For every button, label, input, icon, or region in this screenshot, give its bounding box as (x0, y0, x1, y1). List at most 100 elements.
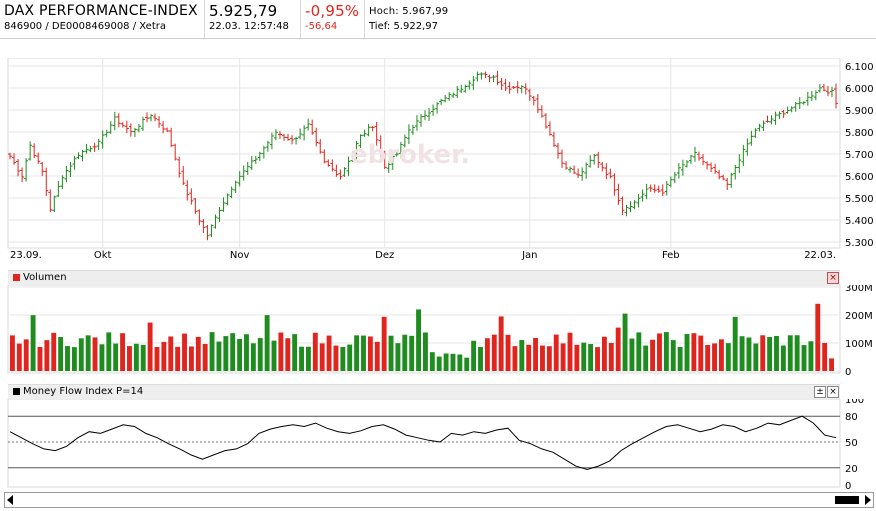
mfi-y-tick-label: 80 (845, 412, 858, 423)
volume-bar (223, 336, 229, 371)
volume-bar (691, 333, 697, 371)
price-y-tick-label: 5.700 (845, 150, 874, 161)
volume-bar (299, 346, 304, 371)
volume-bar (133, 343, 139, 371)
price-y-tick-label: 5.800 (845, 128, 874, 139)
volume-bar (581, 342, 587, 371)
mfi-settings-icon[interactable]: ± (814, 386, 826, 398)
volume-bar (457, 354, 463, 371)
volume-bar (429, 352, 435, 371)
volume-bar (650, 339, 656, 371)
volume-bar (739, 336, 745, 371)
volume-bar (657, 333, 662, 371)
price-x-tick-label: Jan (521, 250, 537, 261)
mfi-y-tick-label: 100 (845, 399, 864, 406)
volume-bar (450, 353, 456, 371)
volume-bar (257, 338, 263, 371)
volume-bar (30, 315, 36, 371)
volume-bar (402, 334, 408, 371)
volume-bar (305, 346, 311, 371)
volume-legend-swatch (13, 274, 20, 281)
price-y-tick-label: 5.600 (845, 172, 874, 183)
volume-bar (44, 340, 50, 371)
volume-bar (491, 334, 497, 371)
chart-scrollbar[interactable] (4, 492, 874, 508)
volume-bar (484, 338, 490, 371)
price-x-tick-label: Okt (94, 250, 112, 261)
scroll-thumb[interactable] (835, 496, 859, 504)
volume-bar (85, 335, 91, 371)
scroll-right-icon[interactable] (865, 495, 871, 505)
volume-bar (92, 337, 98, 371)
volume-bar (505, 334, 511, 371)
volume-bar (423, 332, 428, 371)
volume-bar (278, 332, 284, 371)
volume-bar (51, 332, 57, 371)
volume-bar (71, 347, 77, 371)
volume-bar (113, 343, 119, 371)
price-cell: 5.925,79 22.03. 12:57:48 (205, 0, 301, 38)
change-percent: -0,95% (305, 2, 360, 20)
volume-bar (478, 347, 483, 371)
volume-bar (732, 316, 738, 371)
volume-bar (636, 332, 642, 371)
close-volume-icon[interactable]: × (827, 272, 839, 284)
volume-bar (202, 344, 208, 371)
scroll-left-icon[interactable] (7, 495, 13, 505)
volume-bar (705, 344, 711, 371)
close-mfi-icon[interactable]: × (827, 386, 839, 398)
volume-bar (388, 335, 394, 371)
quote-timestamp: 22.03. 12:57:48 (209, 21, 289, 32)
volume-bar (409, 335, 415, 371)
volume-bar (216, 341, 222, 371)
volume-bar (23, 339, 29, 371)
mfi-y-tick-label: 0 (845, 481, 851, 491)
volume-bar (182, 333, 187, 371)
volume-bar (354, 335, 360, 371)
volume-bar (553, 334, 559, 371)
volume-bar (718, 339, 724, 371)
volume-bar (698, 335, 704, 371)
volume-bar (540, 345, 545, 371)
volume-bar (127, 346, 132, 371)
volume-bar (188, 346, 194, 371)
price-x-tick-label: Feb (662, 250, 680, 261)
quote-header: DAX PERFORMANCE-INDEX 846900 / DE0008469… (0, 0, 876, 39)
volume-bar (712, 343, 717, 371)
mfi-panel-title: Money Flow Index P=14 (23, 386, 144, 397)
volume-bar (567, 332, 573, 371)
range-cell: Hoch: 5.967,99 Tief: 5.922,97 (365, 0, 485, 38)
change-absolute: -56,64 (305, 21, 338, 32)
volume-bar (333, 345, 339, 371)
price-plot-frame (7, 58, 841, 249)
volume-bar (829, 358, 834, 371)
volume-bar (774, 335, 779, 371)
volume-bar (175, 346, 181, 371)
volume-bar (519, 340, 525, 371)
volume-bar (808, 341, 814, 371)
volume-bar (250, 343, 256, 371)
mfi-y-tick-label: 20 (845, 464, 858, 475)
price-y-tick-label: 5.500 (845, 194, 874, 205)
mfi-panel-header: Money Flow Index P=14 ± × (8, 384, 840, 400)
mfi-series-line (9, 415, 837, 471)
volume-panel-title: Volumen (23, 272, 67, 283)
volume-bar (340, 346, 346, 371)
volume-bar (670, 340, 676, 371)
volume-bar (753, 343, 759, 371)
volume-panel-header: Volumen × (8, 270, 840, 286)
volume-bar (526, 344, 532, 371)
volume-bar (815, 303, 821, 371)
volume-bar (140, 344, 146, 371)
volume-bar (161, 341, 167, 371)
volume-bar (381, 316, 387, 371)
volume-bar (319, 343, 325, 371)
volume-bar (312, 332, 318, 371)
price-y-tick-label: 5.400 (845, 216, 874, 227)
volume-bar (533, 337, 539, 371)
price-y-tick-label: 5.300 (845, 238, 874, 249)
watermark-logo: ebroker. (350, 140, 470, 170)
volume-bar (787, 335, 793, 371)
volume-bar (292, 334, 298, 371)
instrument-ids: 846900 / DE0008469008 / Xetra (4, 21, 166, 32)
